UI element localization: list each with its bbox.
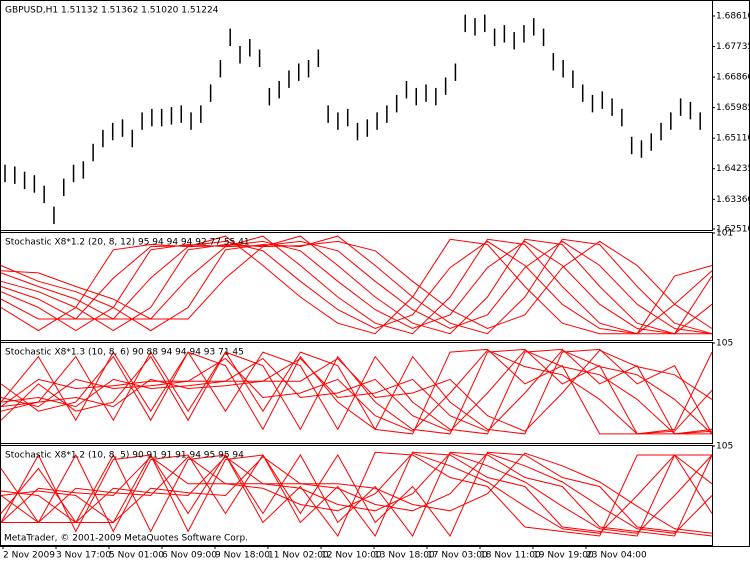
y-tick-label: 1.68610 xyxy=(716,12,750,22)
y-tick-label: 1.63360 xyxy=(716,195,750,205)
x-tick-label: 3 Nov 17:00 xyxy=(56,551,111,561)
x-tick-label: 9 Nov 18:00 xyxy=(215,551,270,561)
x-tick-label: 18 Nov 11:00 xyxy=(480,551,541,561)
stochastic-line xyxy=(0,451,713,537)
x-tick-label: 17 Nov 03:00 xyxy=(427,551,488,561)
y-tick-label: 101 xyxy=(716,229,733,239)
y-tick-label: 105 xyxy=(716,339,733,349)
panel-frame xyxy=(0,232,713,341)
stochastic-line xyxy=(0,452,713,534)
x-tick-label: 2 Nov 2009 xyxy=(3,551,55,561)
stochastic-line xyxy=(0,240,713,335)
x-tick-label: 19 Nov 19:00 xyxy=(533,551,594,561)
stochastic-line xyxy=(0,240,713,335)
x-tick-label: 12 Nov 10:00 xyxy=(321,551,382,561)
y-tick-label: 1.64235 xyxy=(716,164,750,174)
stochastic-line xyxy=(0,235,712,335)
panel-title: Stochastic X8*1.2 (10, 8, 5) 90 91 91 91… xyxy=(5,451,244,461)
y-tick-label: 1.66860 xyxy=(716,73,750,83)
stochastic-line xyxy=(0,451,713,537)
x-tick-label: 6 Nov 09:00 xyxy=(162,551,217,561)
y-tick-label: 1.62510 xyxy=(716,224,750,234)
stochastic-line xyxy=(0,348,713,435)
panel-frame xyxy=(0,0,713,231)
copyright: MetaTrader, © 2001-2009 MetaQuotes Softw… xyxy=(4,534,248,544)
stochastic-line xyxy=(0,235,713,335)
stochastic-line xyxy=(0,452,713,534)
stochastic-line xyxy=(0,452,713,534)
stochastic-line xyxy=(1,451,712,537)
stochastic-line xyxy=(0,235,713,335)
panel-title: Stochastic X8*1.2 (20, 8, 12) 95 94 94 9… xyxy=(5,238,250,248)
y-tick-label: 1.67735 xyxy=(716,42,750,52)
y-tick-label: 1.65985 xyxy=(716,103,750,113)
stochastic-line xyxy=(0,348,712,435)
stochastic-line xyxy=(0,348,713,435)
stochastic-line xyxy=(0,348,713,435)
y-tick-label: 1.65110 xyxy=(716,134,750,144)
stochastic-line xyxy=(0,451,713,537)
x-tick-label: 11 Nov 02:00 xyxy=(268,551,329,561)
stochastic-line xyxy=(0,349,713,435)
panel-frame xyxy=(0,445,713,546)
panel-title: GBPUSD,H1 1.51132 1.51362 1.51020 1.5122… xyxy=(5,6,219,16)
stochastic-line xyxy=(0,235,713,335)
y-tick-label: 105 xyxy=(716,442,733,452)
x-tick-label: 5 Nov 01:00 xyxy=(109,551,164,561)
stochastic-line xyxy=(0,240,713,330)
panel-title: Stochastic X8*1.3 (10, 8, 6) 90 88 94 94… xyxy=(5,348,244,358)
stochastic-line xyxy=(0,349,713,435)
x-tick-label: 23 Nov 04:00 xyxy=(586,551,647,561)
x-tick-label: 13 Nov 18:00 xyxy=(374,551,435,561)
stochastic-line xyxy=(0,240,713,335)
stochastic-line xyxy=(0,349,713,432)
